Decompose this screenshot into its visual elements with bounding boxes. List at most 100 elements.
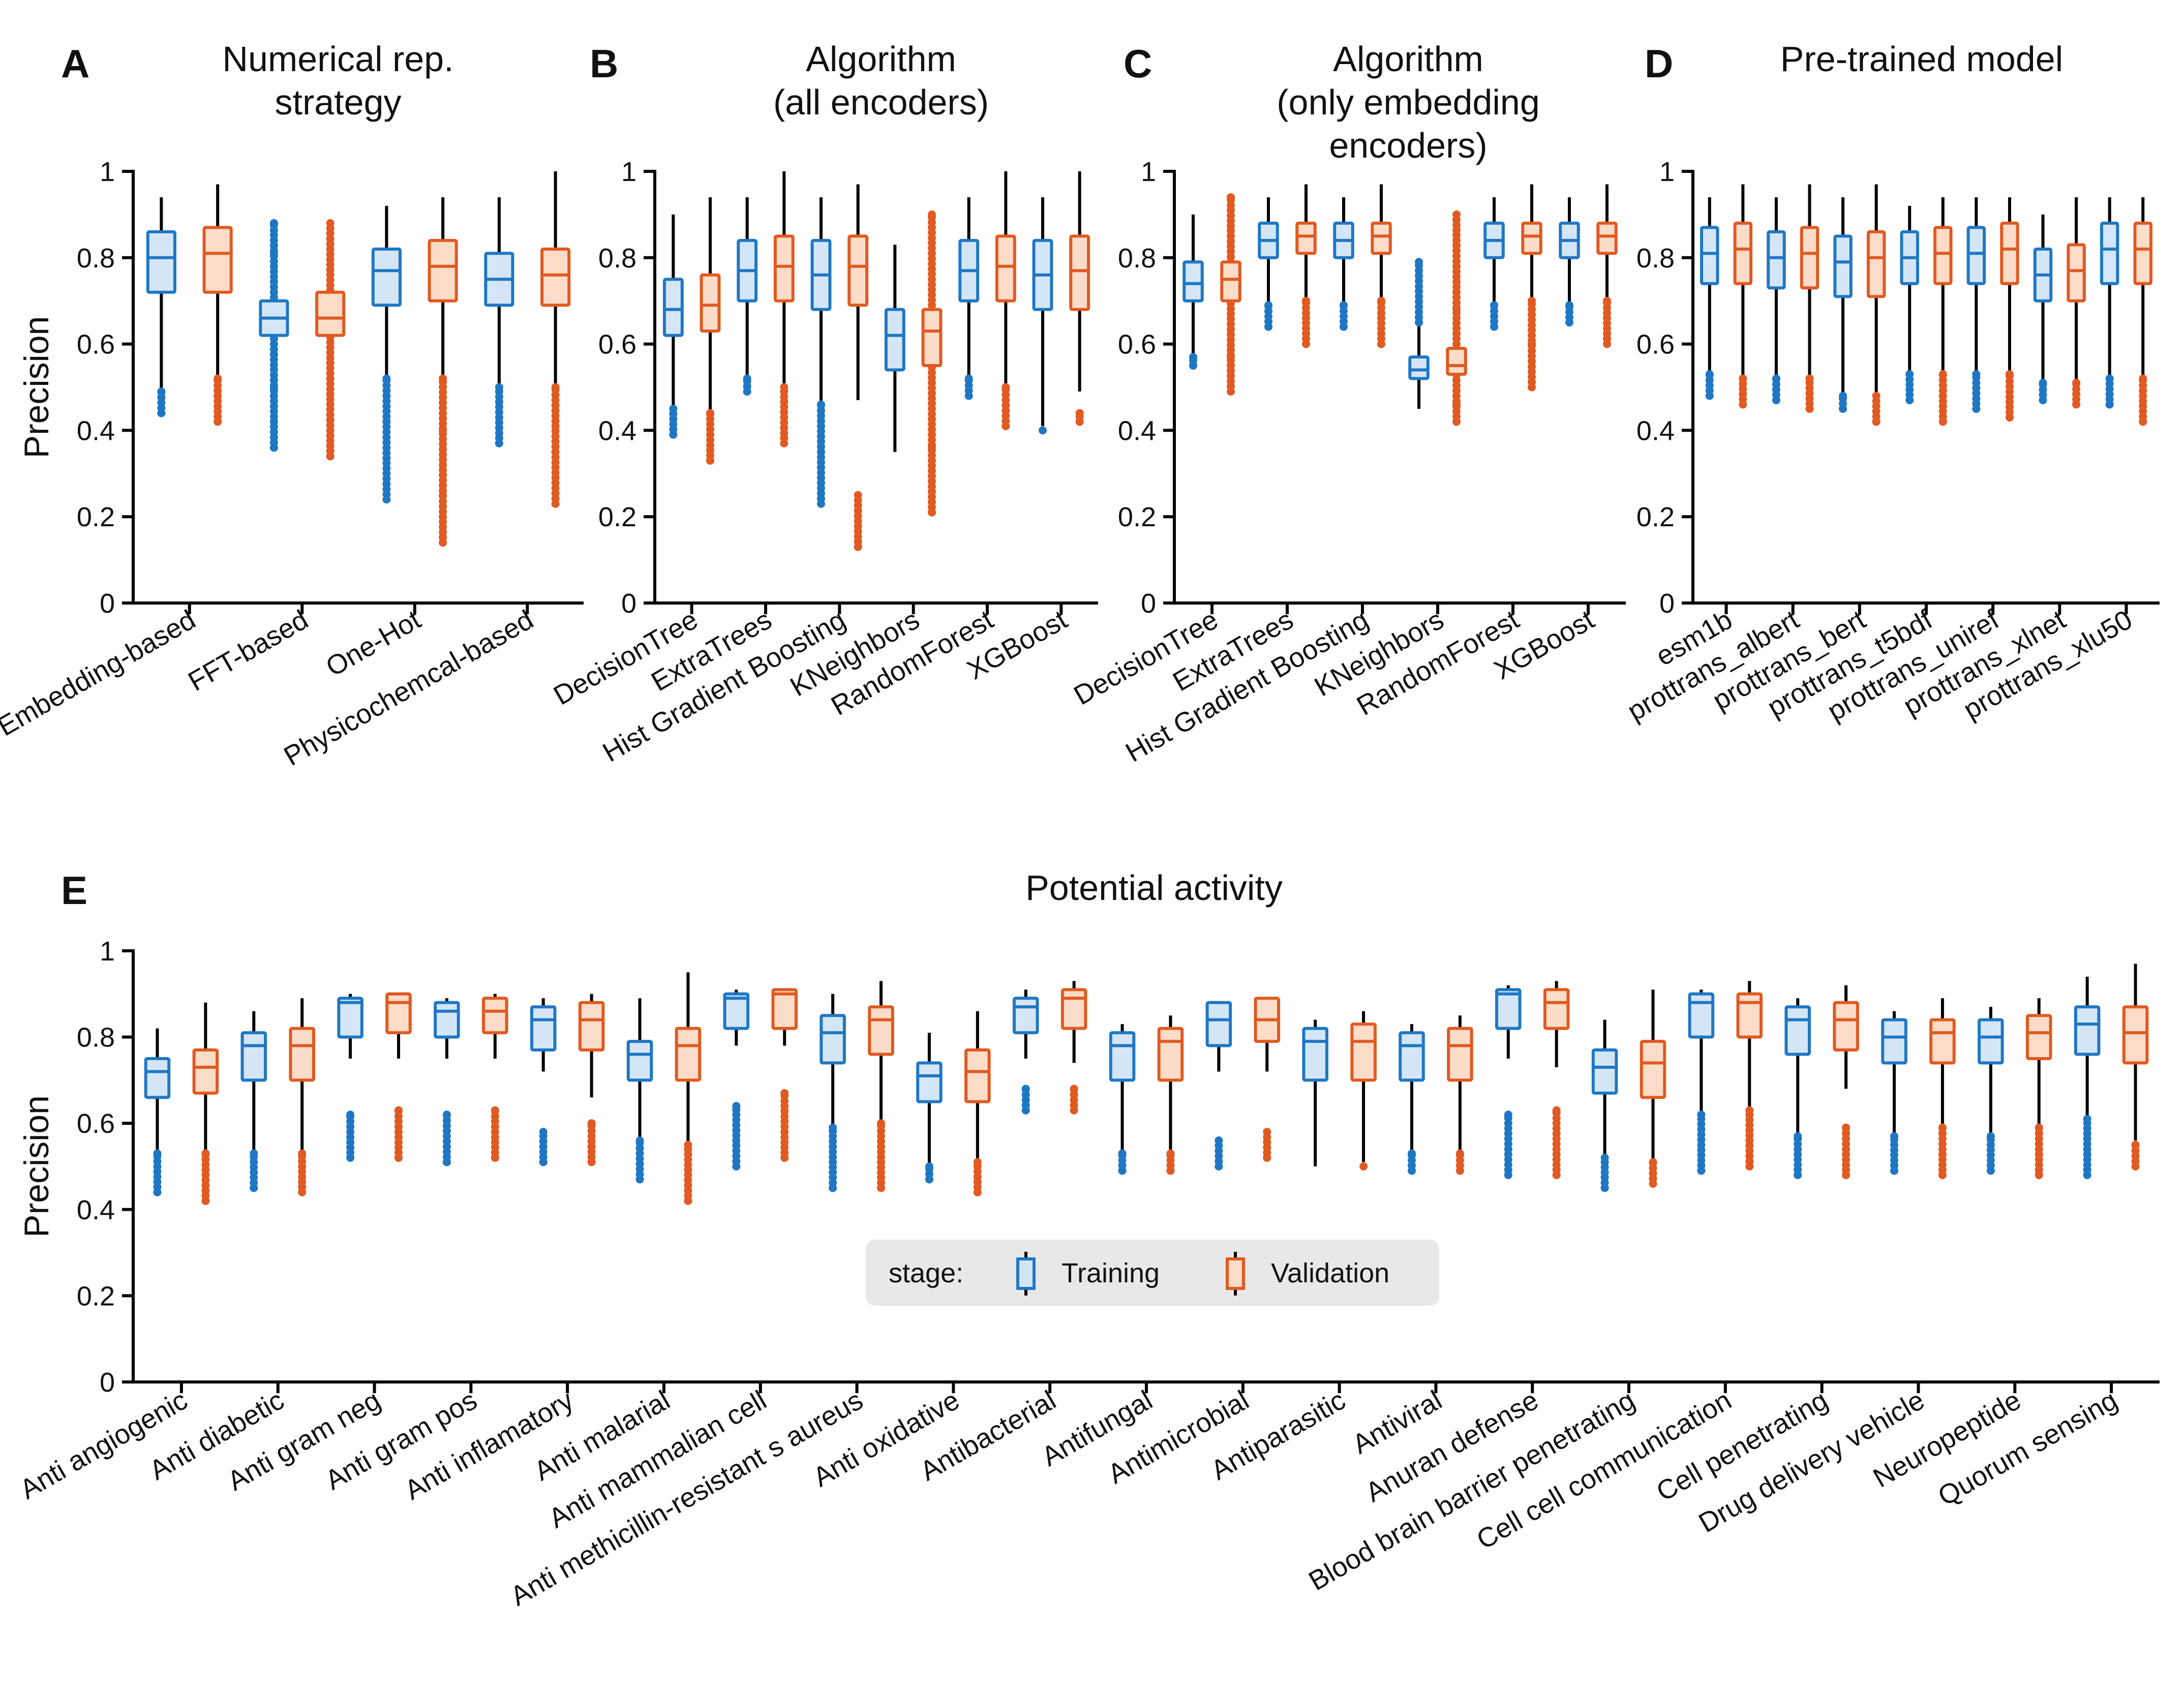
box-validation	[482, 994, 508, 1162]
y-tick-label: 0.8	[77, 1023, 115, 1053]
box-body	[371, 247, 402, 307]
y-tick-label: 0	[1659, 588, 1675, 619]
box-training	[1483, 197, 1505, 331]
outlier-point	[1697, 1115, 1706, 1123]
box-body	[1109, 1031, 1136, 1082]
box-validation	[1596, 184, 1618, 348]
axis-lines	[132, 170, 584, 605]
box-validation	[1933, 197, 1953, 426]
box-body	[1978, 1018, 2004, 1065]
box-training	[810, 197, 832, 508]
outlier-point	[1263, 1133, 1271, 1141]
outlier-point	[1118, 1151, 1127, 1159]
legend-item-validation: Validation	[1226, 1252, 1389, 1296]
box-validation	[1220, 193, 1241, 396]
box-training	[530, 998, 557, 1166]
outlier-point	[1359, 1162, 1368, 1170]
box-body	[1700, 226, 1719, 285]
outlier-point	[1890, 1135, 1899, 1144]
box-body	[1966, 226, 1986, 285]
box-validation	[964, 1011, 991, 1196]
box-body	[1350, 1023, 1377, 1082]
y-tick-label: 0.4	[77, 1195, 115, 1225]
box-body	[1205, 1001, 1232, 1047]
outlier-point	[669, 410, 678, 418]
box-training	[371, 205, 402, 504]
outlier-point	[1603, 298, 1611, 307]
y-tick-label: 0	[1141, 588, 1156, 619]
box-training	[1399, 1024, 1425, 1175]
x-tick-label: Anti inflamatory	[400, 1385, 579, 1506]
box-body	[1220, 260, 1241, 303]
box-body	[1069, 234, 1090, 311]
panel-title-b: Algorithm	[806, 39, 956, 79]
box-training	[723, 989, 750, 1170]
legend-item-training: Training	[1016, 1252, 1160, 1296]
box-training	[1302, 1019, 1328, 1166]
box-training	[737, 197, 758, 396]
outlier-point	[635, 1139, 644, 1148]
outlier-point	[1739, 374, 1747, 383]
y-axis-label: Precision	[17, 316, 56, 459]
box-training	[1495, 985, 1522, 1179]
outlier-point	[250, 1153, 258, 1161]
panel-title-d: Pre-trained model	[1780, 39, 2063, 79]
box-validation	[1640, 989, 1666, 1188]
box-body	[1447, 1027, 1473, 1082]
box-validation	[2122, 964, 2149, 1170]
y-tick-label: 0.8	[77, 243, 115, 274]
box-validation	[847, 184, 869, 551]
y-tick-label: 0	[621, 588, 636, 619]
y-tick-label: 0.6	[598, 329, 636, 360]
box-body	[337, 997, 363, 1039]
outlier-point	[551, 385, 560, 394]
outlier-point	[925, 1165, 933, 1174]
box-validation	[921, 210, 943, 517]
outlier-point	[1528, 300, 1536, 309]
outlier-point	[1415, 261, 1423, 270]
outlier-point	[2039, 380, 2047, 389]
box-body	[289, 1027, 315, 1082]
box-validation	[1800, 184, 1819, 413]
y-tick-label: 0.4	[77, 415, 115, 446]
outlier-point	[1745, 1110, 1754, 1119]
box-training	[626, 998, 653, 1184]
outlier-point	[1872, 397, 1880, 405]
box-body	[1736, 992, 1763, 1039]
box-validation	[773, 171, 795, 447]
box-body	[662, 278, 684, 337]
box-body	[1929, 1018, 1956, 1065]
outlier-point	[1600, 1158, 1609, 1166]
box-validation	[700, 197, 721, 465]
box-training	[958, 197, 980, 400]
box-body	[2067, 243, 2086, 303]
y-tick-label: 1	[1141, 157, 1156, 187]
outlier-point	[743, 377, 751, 385]
box-training	[259, 219, 289, 452]
panel-title-e: Potential activity	[1025, 868, 1283, 908]
box-body	[1060, 988, 1087, 1030]
y-tick-label: 0.2	[77, 502, 115, 532]
box-training	[1109, 1024, 1136, 1175]
outlier-point	[964, 376, 973, 384]
box-training	[1032, 197, 1053, 435]
outlier-point	[928, 213, 936, 221]
chart-panel-a: 0 0.2 0.4 0.6 0.8 1 Precision Embedding-basedFF…	[0, 157, 584, 772]
y-tick-label: 0.2	[77, 1281, 115, 1311]
box-body	[723, 992, 750, 1030]
box-validation	[2133, 197, 2152, 426]
outlier-point	[1070, 1086, 1078, 1094]
box-body	[1157, 1027, 1184, 1082]
box-body	[1012, 997, 1039, 1035]
outlier-point	[442, 1111, 451, 1120]
box-body	[540, 247, 571, 307]
outlier-point	[326, 224, 335, 233]
y-tick-label: 0.2	[1636, 502, 1675, 532]
outlier-point	[1302, 298, 1310, 307]
box-body	[1302, 1027, 1328, 1082]
box-body	[1408, 355, 1430, 380]
outlier-point	[1905, 370, 1914, 379]
box-validation	[1521, 184, 1542, 392]
box-validation	[1350, 1011, 1377, 1170]
outlier-point	[1972, 373, 1981, 382]
